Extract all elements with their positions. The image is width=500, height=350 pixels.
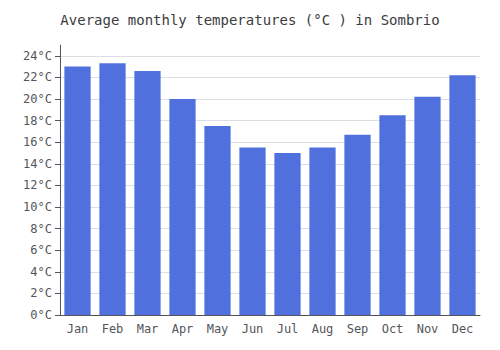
svg-text:Aug: Aug: [312, 322, 334, 336]
svg-text:8°C: 8°C: [30, 222, 52, 236]
svg-text:Oct: Oct: [382, 322, 404, 336]
svg-text:0°C: 0°C: [30, 308, 52, 322]
svg-text:May: May: [207, 322, 229, 336]
svg-text:4°C: 4°C: [30, 265, 52, 279]
svg-text:24°C: 24°C: [23, 49, 52, 63]
svg-text:Jul: Jul: [277, 322, 299, 336]
svg-text:Nov: Nov: [417, 322, 439, 336]
svg-text:Feb: Feb: [102, 322, 124, 336]
svg-text:14°C: 14°C: [23, 157, 52, 171]
svg-text:10°C: 10°C: [23, 200, 52, 214]
svg-text:Average monthly temperatures (: Average monthly temperatures (°C ) in So…: [60, 12, 439, 28]
svg-text:2°C: 2°C: [30, 286, 52, 300]
svg-text:Sep: Sep: [347, 322, 369, 336]
svg-text:Apr: Apr: [172, 322, 194, 336]
svg-text:Jun: Jun: [242, 322, 264, 336]
svg-text:Mar: Mar: [137, 322, 159, 336]
svg-text:16°C: 16°C: [23, 135, 52, 149]
svg-text:18°C: 18°C: [23, 114, 52, 128]
svg-text:6°C: 6°C: [30, 243, 52, 257]
svg-text:12°C: 12°C: [23, 178, 52, 192]
svg-text:22°C: 22°C: [23, 70, 52, 84]
svg-text:20°C: 20°C: [23, 92, 52, 106]
svg-text:Jan: Jan: [67, 322, 89, 336]
svg-text:Dec: Dec: [452, 322, 474, 336]
